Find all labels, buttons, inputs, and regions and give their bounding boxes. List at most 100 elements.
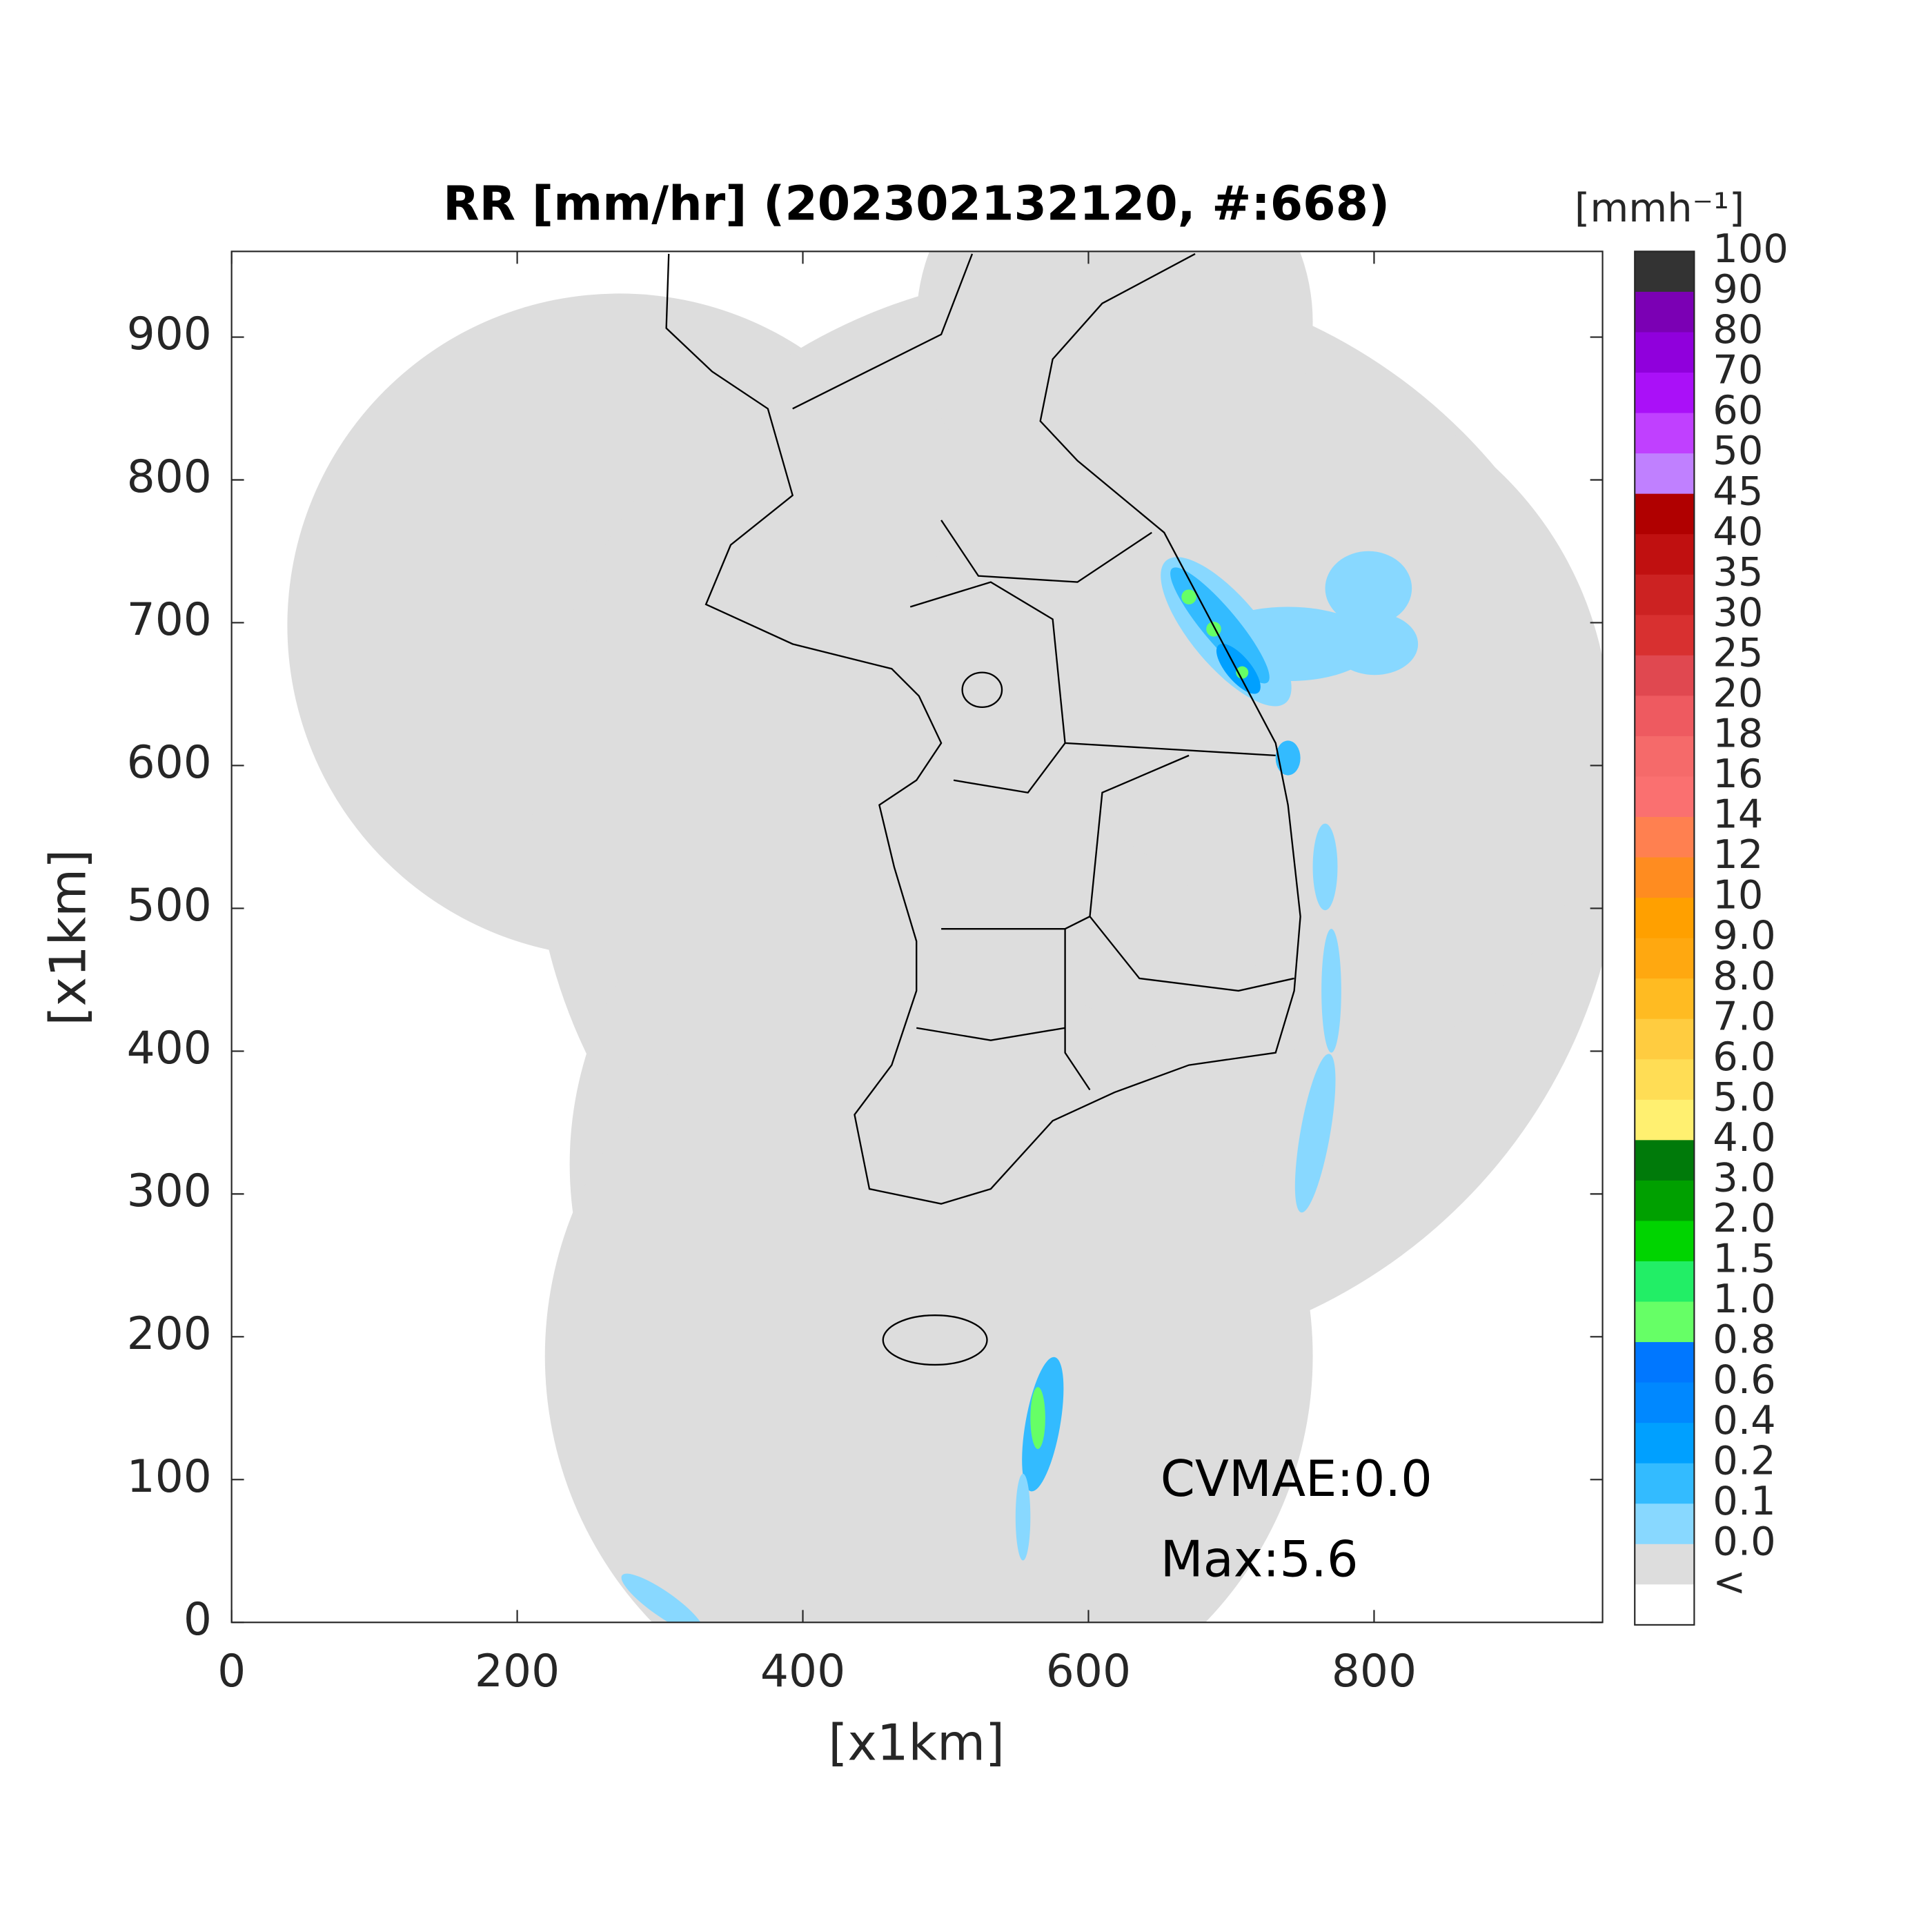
colorbar-label: 5.0 [1713, 1074, 1775, 1120]
echo [1331, 613, 1419, 676]
colorbar-label: 7.0 [1713, 993, 1775, 1039]
colorbar-segment [1635, 857, 1695, 898]
colorbar-segment [1635, 1504, 1695, 1545]
colorbar-label: 0.6 [1713, 1357, 1775, 1403]
colorbar-segment [1635, 696, 1695, 737]
y-tick-label: 500 [127, 880, 212, 931]
colorbar-label: 35 [1713, 549, 1763, 595]
colorbar-label: 12 [1713, 831, 1763, 878]
colorbar-label: 60 [1713, 387, 1763, 433]
colorbar-segment [1635, 1059, 1695, 1101]
colorbar-label: 0.4 [1713, 1397, 1775, 1443]
axes-box [230, 250, 1604, 1624]
colorbar-label: 0.0 [1713, 1518, 1775, 1564]
coastline [665, 253, 1301, 1205]
border [792, 253, 974, 410]
echo [1030, 1387, 1045, 1449]
colorbar-label: 1.0 [1713, 1276, 1775, 1322]
colorbar-segment [1635, 776, 1695, 818]
y-tick-label: 400 [127, 1023, 212, 1074]
rain-echoes [621, 551, 1419, 1623]
annotation: Max:5.6 [1161, 1530, 1359, 1588]
colorbar-label: 9.0 [1713, 912, 1775, 958]
colorbar-label: 1.5 [1713, 1236, 1775, 1282]
echo [1181, 589, 1196, 604]
y-tick-label: 800 [127, 451, 212, 503]
colorbar-label: 25 [1713, 629, 1763, 676]
colorbar-label: 4.0 [1713, 1114, 1775, 1161]
colorbar-label: 0.2 [1713, 1437, 1775, 1483]
colorbar-segment [1635, 534, 1695, 575]
echo [1275, 740, 1301, 776]
x-tick-label: 400 [760, 1646, 845, 1697]
y-axis-label: [x1km] [39, 849, 97, 1026]
colorbar-segment [1635, 1221, 1695, 1262]
colorbar-segment [1635, 413, 1695, 454]
colorbar-label: 20 [1713, 670, 1763, 716]
colorbar-label: 0.8 [1713, 1317, 1775, 1363]
colorbar-frame [1634, 250, 1695, 1626]
colorbar-segment [1635, 736, 1695, 778]
colorbar-label: < [1713, 1559, 1746, 1605]
colorbar-segment [1635, 574, 1695, 616]
y-tick-label: 100 [127, 1451, 212, 1503]
colorbar-label: 80 [1713, 306, 1763, 353]
annotation: CVMAE:0.0 [1161, 1450, 1432, 1508]
colorbar-segment [1635, 493, 1695, 535]
border [961, 671, 1003, 709]
colorbar-label: 14 [1713, 791, 1763, 838]
colorbar-segment [1635, 372, 1695, 414]
colorbar-label: 100 [1713, 226, 1788, 272]
colorbar-segment [1635, 1544, 1695, 1586]
colorbar-segment [1635, 453, 1695, 495]
colorbar-segment [1635, 978, 1695, 1020]
colorbar-label: 90 [1713, 266, 1763, 313]
echo [1312, 823, 1338, 911]
colorbar-label: 0.1 [1713, 1478, 1775, 1524]
colorbar-segment [1635, 1140, 1695, 1181]
y-tick-label: 300 [127, 1165, 212, 1217]
colorbar-segment [1635, 1180, 1695, 1222]
colorbar-segment [1635, 291, 1695, 333]
colorbar-label: 40 [1713, 509, 1763, 555]
border [953, 742, 1066, 793]
colorbar-segment [1635, 655, 1695, 697]
colorbar-label: 16 [1713, 751, 1763, 797]
x-tick-label: 600 [1046, 1646, 1131, 1697]
colorbar-segment [1635, 1261, 1695, 1303]
echo [621, 1573, 704, 1623]
colorbar-segment [1635, 332, 1695, 373]
colorbar-segment [1635, 1584, 1695, 1626]
colorbar-label: 3.0 [1713, 1155, 1775, 1201]
x-tick-label: 800 [1332, 1646, 1417, 1697]
border [1064, 929, 1091, 1091]
colorbar-segment [1635, 1342, 1695, 1383]
colorbar-segment [1635, 1423, 1695, 1464]
colorbar-segment [1635, 816, 1695, 858]
colorbar-segment [1635, 1301, 1695, 1343]
coverage-circle [916, 251, 1313, 520]
colorbar-label: 6.0 [1713, 1034, 1775, 1080]
colorbar-label: 8.0 [1713, 953, 1775, 999]
colorbar-label: 50 [1713, 428, 1763, 474]
colorbar-title: [mmh⁻¹] [1575, 185, 1744, 231]
border [916, 1027, 1065, 1041]
colorbar-segment [1635, 1382, 1695, 1424]
border [1089, 916, 1294, 992]
y-tick-label: 0 [184, 1594, 212, 1646]
colorbar-label: 10 [1713, 872, 1763, 918]
coastlines [665, 253, 1301, 1366]
echo [1325, 551, 1412, 626]
x-tick-label: 0 [217, 1646, 246, 1697]
border [940, 520, 1152, 583]
echo [1294, 1054, 1336, 1213]
colorbar-label: 18 [1713, 711, 1763, 757]
colorbar-segment [1635, 1018, 1695, 1061]
colorbar-segment [1635, 1463, 1695, 1505]
echo [1015, 1473, 1031, 1561]
colorbar-label: 70 [1713, 347, 1763, 393]
colorbar-label: 30 [1713, 589, 1763, 635]
colorbar-label: 45 [1713, 468, 1763, 514]
